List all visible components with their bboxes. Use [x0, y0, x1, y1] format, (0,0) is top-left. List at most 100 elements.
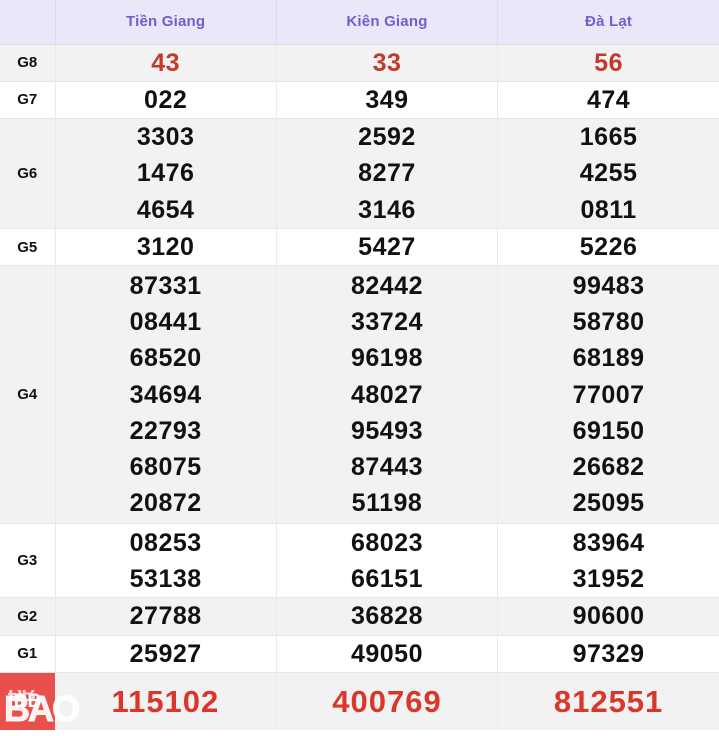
table-row: G3 08253 53138 68023 66151 83964 31952	[0, 523, 719, 599]
lottery-number: 96198	[350, 344, 423, 373]
lottery-number: 68075	[129, 453, 202, 482]
lottery-number: 25095	[572, 489, 645, 518]
lottery-number: 3303	[136, 123, 195, 152]
lottery-number: 83964	[572, 528, 645, 557]
prize-cell-g7-col2: 349	[276, 81, 499, 120]
lottery-number: 99483	[572, 271, 645, 300]
prize-label-g1: G1	[0, 635, 56, 673]
table-row: G5 3120 5427 5226	[0, 228, 719, 267]
lottery-number: 474	[586, 85, 631, 114]
prize-cell-g3-col2: 68023 66151	[276, 523, 499, 599]
table-row: G2 27788 36828 90600	[0, 597, 719, 636]
prize-cell-g5-col2: 5427	[276, 228, 499, 267]
lottery-number: 68189	[572, 344, 645, 373]
prize-cell-g6-col1: 3303 1476 4654	[55, 118, 277, 229]
lottery-number: 58780	[572, 308, 645, 337]
special-prize-cell-col2: 400769	[276, 672, 499, 731]
lottery-number: 68520	[129, 344, 202, 373]
lottery-number: 82442	[350, 271, 423, 300]
lottery-number: 56	[594, 48, 623, 77]
prize-label-g3: G3	[0, 523, 56, 599]
lottery-number: 349	[365, 85, 409, 114]
lottery-number: 87443	[350, 453, 423, 482]
table-row: G8 43 33 56	[0, 44, 719, 82]
prize-cell-g5-col1: 3120	[55, 228, 277, 267]
prize-cell-g4-col1: 87331 08441 68520 34694 22793 68075 20872	[55, 265, 277, 525]
prize-label-g5: G5	[0, 228, 56, 267]
lottery-number: 5226	[579, 233, 638, 261]
lottery-number: 68023	[350, 528, 423, 557]
lottery-number: 3120	[136, 233, 195, 261]
lottery-number: 51198	[351, 489, 423, 518]
column-header-province-2[interactable]: Kiên Giang	[276, 0, 499, 45]
lottery-number: 69150	[572, 416, 645, 445]
prize-cell-g7-col3: 474	[497, 81, 719, 120]
lottery-number: 48027	[350, 380, 423, 409]
lottery-number: 2592	[358, 123, 416, 152]
lottery-number: 95493	[350, 416, 423, 445]
prize-label-g2: G2	[0, 597, 56, 636]
lottery-number: 4255	[579, 159, 638, 188]
table-row: G7 022 349 474	[0, 81, 719, 120]
lottery-number: 27788	[129, 602, 202, 631]
lottery-number: 26682	[572, 453, 645, 482]
table-row: G6 3303 1476 4654 2592 8277 3146 1665 4255 0811	[0, 118, 719, 229]
lottery-number: 66151	[350, 564, 423, 593]
lottery-number: 33724	[350, 308, 423, 337]
lottery-number: 49050	[350, 639, 423, 668]
prize-cell-g3-col1: 08253 53138	[55, 523, 277, 599]
table-row: G1 25927 49050 97329	[0, 635, 719, 673]
table-header: Tiền Giang Kiên Giang Đà Lạt	[0, 0, 719, 45]
lottery-number: 022	[144, 85, 188, 114]
prize-cell-g1-col1: 25927	[55, 635, 277, 673]
lottery-number: 53138	[129, 564, 202, 593]
prize-cell-g6-col3: 1665 4255 0811	[497, 118, 719, 229]
prize-cell-g2-col1: 27788	[55, 597, 277, 636]
table-row: G4 87331 08441 68520 34694 22793 68075 20872 824…	[0, 265, 719, 525]
prize-cell-g4-col3: 99483 58780 68189 77007 69150 26682 25095	[497, 265, 719, 525]
lottery-number: 4654	[136, 195, 195, 224]
lottery-number: 77007	[572, 380, 645, 409]
prize-cell-g4-col2: 82442 33724 96198 48027 95493 87443 51198	[276, 265, 499, 525]
prize-cell-g6-col2: 2592 8277 3146	[276, 118, 499, 229]
special-prize-row: ĐB 115102 400769 812551	[0, 672, 719, 731]
prize-label-g7: G7	[0, 81, 56, 120]
prize-cell-g2-col3: 90600	[497, 597, 719, 636]
special-prize-cell-col1: 115102	[55, 672, 277, 731]
lottery-number: 31952	[572, 564, 645, 593]
lottery-number: 87331	[129, 271, 202, 300]
lottery-number: 90600	[572, 602, 645, 631]
prize-cell-g3-col3: 83964 31952	[497, 523, 719, 599]
header-corner-cell	[0, 0, 56, 45]
prize-label-g6: G6	[0, 118, 56, 229]
prize-cell-g1-col2: 49050	[276, 635, 499, 673]
prize-label-db: ĐB	[0, 672, 55, 731]
lottery-number: 43	[151, 48, 181, 77]
lottery-number: 08253	[129, 528, 202, 557]
prize-cell-g2-col2: 36828	[276, 597, 499, 636]
lottery-number: 97329	[572, 639, 645, 668]
table-body: G8 43 33 56 G7 022 349 474 G6 3303 1476 4654 2592 827…	[0, 44, 719, 731]
lottery-number: 1665	[579, 123, 638, 152]
lottery-number: 3146	[358, 195, 416, 224]
lottery-number: 22793	[129, 416, 202, 445]
lottery-number: 25927	[129, 639, 202, 668]
lottery-number: 5427	[358, 233, 416, 261]
header-row: Tiền Giang Kiên Giang Đà Lạt	[0, 0, 719, 45]
prize-cell-g1-col3: 97329	[497, 635, 719, 673]
prize-label-g8: G8	[0, 44, 56, 82]
prize-cell-g7-col1: 022	[55, 81, 277, 120]
prize-cell-g8-col1: 43	[55, 44, 277, 82]
prize-cell-g5-col3: 5226	[497, 228, 719, 267]
lottery-number: 8277	[358, 159, 416, 188]
lottery-number: 0811	[580, 195, 637, 224]
lottery-number: 33	[372, 48, 402, 77]
prize-cell-g8-col3: 56	[497, 44, 719, 82]
lottery-number: 1476	[136, 159, 195, 188]
lottery-number: 34694	[129, 380, 202, 409]
column-header-province-1[interactable]: Tiền Giang	[55, 0, 277, 45]
column-header-province-3[interactable]: Đà Lạt	[497, 0, 719, 45]
lottery-number: 20872	[129, 489, 202, 518]
